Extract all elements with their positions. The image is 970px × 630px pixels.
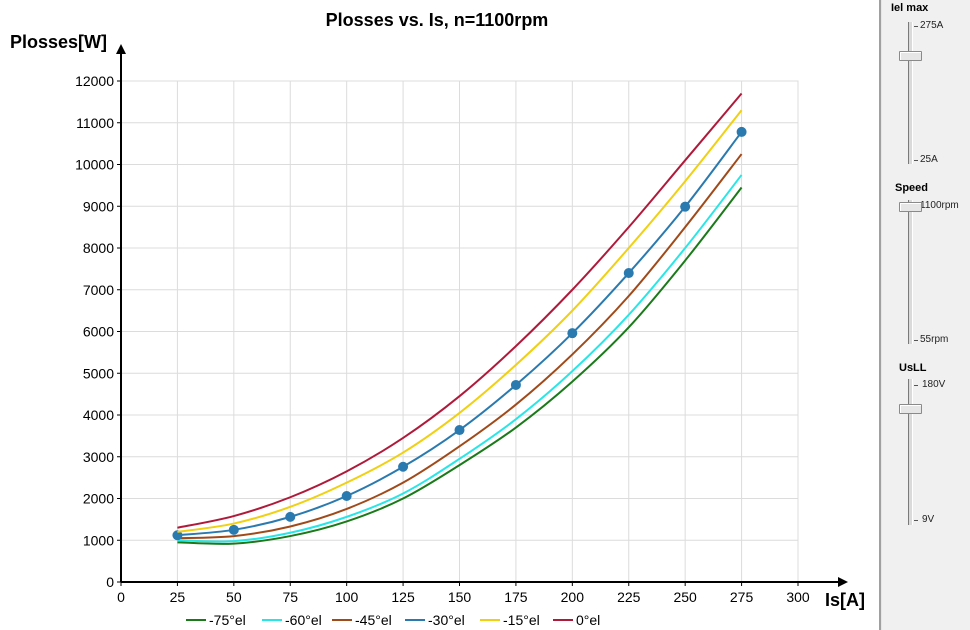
chart-title: Plosses vs. Is, n=1100rpm [326, 10, 549, 30]
iel-max-slider-thumb[interactable] [899, 51, 922, 62]
y-tick-label: 4000 [83, 407, 114, 423]
usll-top-tick [914, 385, 918, 386]
data-point [172, 530, 183, 541]
data-point [285, 511, 296, 522]
series-line-0 [177, 186, 743, 545]
iel-max-label: Iel max [891, 2, 929, 14]
legend-label-1: -60°el [285, 612, 322, 628]
y-tick-label: 2000 [83, 491, 114, 507]
data-point [510, 379, 521, 390]
x-tick-label: 0 [117, 589, 125, 605]
legend-label-2: -45°el [355, 612, 392, 628]
y-axis-title: Plosses[W] [10, 32, 107, 52]
x-axis-title: Is[A] [825, 590, 865, 610]
legend-label-3: -30°el [428, 612, 465, 628]
series-line-1 [177, 174, 743, 543]
iel-max-max-label: 275A [920, 20, 944, 31]
x-tick-label: 125 [391, 589, 415, 605]
series-line-5 [177, 92, 743, 529]
series-line-2 [177, 153, 743, 540]
usll-max-label: 180V [922, 379, 946, 390]
legend-label-5: 0°el [576, 612, 600, 628]
speed-bottom-tick [914, 340, 918, 341]
y-tick-label: 7000 [83, 282, 114, 298]
panel-divider [879, 0, 882, 630]
y-tick-label: 10000 [75, 157, 114, 173]
legend-label-0: -75°el [209, 612, 246, 628]
speed-slider-track[interactable] [908, 200, 913, 344]
x-tick-label: 25 [170, 589, 186, 605]
usll-label: UsLL [899, 362, 927, 374]
y-tick-label: 1000 [83, 532, 114, 548]
data-point [736, 126, 747, 137]
control-panel: Iel max 275A 25A Speed 1100rpm 55rpm UsL… [882, 0, 970, 630]
speed-min-label: 55rpm [920, 334, 949, 345]
iel-max-bottom-tick [914, 160, 918, 161]
legend: -75°el -60°el -45°el -30°el -15°el 0°el [186, 612, 600, 628]
x-tick-label: 150 [448, 589, 472, 605]
plot-area: 0 25 50 75 100 125 150 175 200 225 250 275 300 0 1000 2… [10, 10, 865, 628]
y-tick-label: 0 [106, 574, 114, 590]
data-point [398, 461, 409, 472]
x-tick-label: 50 [226, 589, 242, 605]
chart: 0 25 50 75 100 125 150 175 200 225 250 275 300010002… [10, 10, 865, 628]
y-axis-arrow [116, 44, 126, 54]
y-tick-label: 6000 [83, 324, 114, 340]
y-tick-label: 11000 [76, 115, 114, 131]
data-point [228, 524, 239, 535]
x-tick-label: 75 [282, 589, 298, 605]
x-axis-arrow [838, 577, 848, 587]
speed-label: Speed [895, 182, 929, 194]
x-tick-label: 200 [561, 589, 585, 605]
data-point [623, 268, 634, 279]
data-point [567, 328, 578, 339]
data-point [341, 490, 352, 501]
x-tick-label: 100 [335, 589, 359, 605]
usll-slider-track[interactable] [908, 379, 913, 525]
iel-max-top-tick [914, 26, 918, 27]
x-tick-label: 275 [730, 589, 754, 605]
speed-max-label: 1100rpm [920, 200, 959, 211]
y-tick-label: 9000 [83, 198, 114, 214]
x-tick-label: 175 [504, 589, 528, 605]
data-point [680, 201, 691, 212]
legend-label-4: -15°el [503, 612, 540, 628]
series-line-4 [177, 109, 743, 533]
y-tick-label: 5000 [83, 365, 114, 381]
iel-max-min-label: 25A [920, 154, 938, 165]
y-tick-label: 12000 [75, 73, 114, 89]
data-point [454, 425, 465, 436]
x-tick-label: 250 [673, 589, 697, 605]
series-line-3 [177, 131, 743, 537]
speed-slider-thumb[interactable] [899, 202, 922, 212]
axes: 0 25 50 75 100 125 150 175 200 225 250 275 300010002… [75, 44, 848, 605]
x-tick-label: 300 [786, 589, 810, 605]
usll-min-label: 9V [922, 514, 935, 525]
series-group [172, 92, 747, 545]
usll-bottom-tick [914, 520, 918, 521]
y-tick-label: 3000 [83, 449, 114, 465]
y-tick-label: 8000 [83, 240, 114, 256]
x-tick-label: 225 [617, 589, 641, 605]
iel-max-slider-track[interactable] [908, 22, 913, 164]
usll-slider-thumb[interactable] [899, 403, 922, 414]
